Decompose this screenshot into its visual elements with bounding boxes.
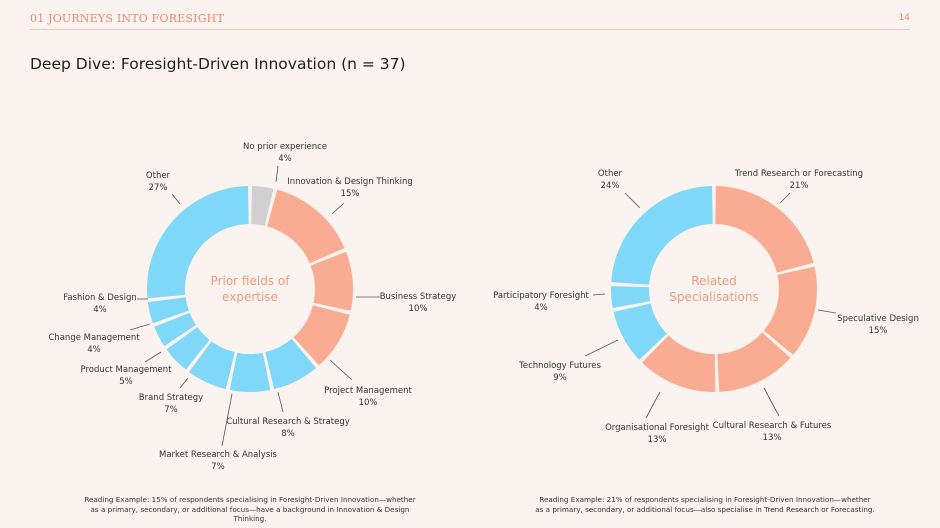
slice-percent: 8% bbox=[281, 429, 295, 439]
slice-label: Technology Futures bbox=[518, 361, 601, 371]
header-divider bbox=[30, 29, 910, 30]
section-label: 01 JOURNEYS INTO FORESIGHT bbox=[30, 12, 225, 25]
donut-chart-1: No prior experience 4% Innovation & Design… bbox=[48, 142, 456, 472]
leader-line bbox=[275, 165, 279, 183]
donut-center-label: expertise bbox=[222, 290, 278, 304]
leader-line bbox=[179, 377, 189, 389]
page-header: 01 JOURNEYS INTO FORESIGHT 14 bbox=[0, 0, 940, 30]
slice-label: Innovation & Design Thinking bbox=[287, 177, 412, 187]
page-title: Deep Dive: Foresight-Driven Innovation (… bbox=[30, 55, 406, 73]
slice-percent: 9% bbox=[553, 373, 567, 383]
leader-line bbox=[171, 193, 181, 205]
leader-line bbox=[129, 323, 151, 331]
leader-line bbox=[221, 393, 233, 447]
slice-label: Other bbox=[598, 169, 623, 179]
slice-label: Project Management bbox=[324, 386, 412, 396]
leader-line bbox=[584, 339, 619, 357]
donut-slice bbox=[293, 305, 350, 366]
slice-label: Speculative Design bbox=[837, 314, 919, 324]
slice-percent: 10% bbox=[359, 398, 378, 408]
leader-line bbox=[645, 391, 661, 419]
donut-slice bbox=[267, 189, 345, 264]
leader-line bbox=[763, 387, 780, 417]
reading-example-left: Reading Example: 15% of respondents spec… bbox=[84, 495, 416, 524]
donut-slice bbox=[611, 286, 651, 309]
slice-percent: 15% bbox=[341, 189, 360, 199]
donut-slice bbox=[763, 266, 817, 355]
slice-label: Trend Research or Forecasting bbox=[734, 169, 863, 179]
donut-chart-2: Trend Research or Forecasting 21% Speculat… bbox=[493, 169, 919, 445]
slice-percent: 27% bbox=[149, 183, 168, 193]
donut-slice bbox=[715, 186, 814, 273]
slice-percent: 7% bbox=[211, 462, 225, 472]
leader-line bbox=[592, 293, 606, 296]
slice-label: Change Management bbox=[48, 333, 140, 343]
slice-percent: 10% bbox=[409, 304, 428, 314]
slice-percent: 5% bbox=[119, 377, 133, 387]
slice-percent: 13% bbox=[648, 435, 667, 445]
slice-label: Organisational Foresight bbox=[605, 423, 709, 433]
slice-percent: 15% bbox=[869, 326, 888, 336]
donut-slice bbox=[611, 186, 713, 285]
slice-label: Brand Strategy bbox=[139, 393, 203, 403]
donut-slice bbox=[147, 297, 189, 324]
slice-percent: 7% bbox=[164, 405, 178, 415]
donut-slice bbox=[717, 332, 791, 392]
donut-slice bbox=[229, 352, 271, 392]
donut-slice bbox=[310, 251, 353, 311]
slice-label: Participatory Foresight bbox=[493, 291, 589, 301]
slice-label: Cultural Research & Strategy bbox=[226, 417, 350, 427]
donut-slice bbox=[251, 186, 274, 226]
donut-slice bbox=[265, 338, 317, 390]
leader-line bbox=[817, 309, 837, 314]
slice-label: No prior experience bbox=[243, 142, 327, 152]
slice-label: Business Strategy bbox=[380, 292, 457, 302]
donut-center-label: Related bbox=[691, 274, 737, 288]
donut-center-label: Specialisations bbox=[669, 290, 758, 304]
slice-percent: 13% bbox=[763, 433, 782, 443]
slice-label: Fashion & Design bbox=[63, 293, 136, 303]
donut-slice bbox=[147, 186, 249, 299]
leader-line bbox=[277, 391, 284, 413]
slice-percent: 4% bbox=[93, 305, 107, 315]
slice-label: Market Research & Analysis bbox=[159, 450, 278, 460]
donut-slice bbox=[154, 312, 196, 347]
leader-line bbox=[144, 351, 162, 363]
donut-slice bbox=[188, 341, 235, 390]
slice-percent: 24% bbox=[601, 181, 620, 191]
slice-label: Cultural Research & Futures bbox=[713, 421, 832, 431]
slice-percent: 4% bbox=[278, 154, 292, 164]
leader-line bbox=[779, 192, 791, 204]
donut-slice bbox=[166, 327, 210, 370]
leader-line bbox=[331, 202, 345, 215]
donut-slice bbox=[641, 335, 716, 392]
slice-label: Other bbox=[146, 171, 171, 181]
page-number: 14 bbox=[898, 13, 910, 23]
leader-line bbox=[329, 359, 353, 381]
slice-percent: 4% bbox=[534, 303, 548, 313]
slice-label: Product Management bbox=[81, 365, 173, 375]
leader-line bbox=[624, 192, 641, 209]
slice-percent: 21% bbox=[790, 181, 809, 191]
donut-slice bbox=[613, 303, 667, 360]
reading-example-right: Reading Example: 21% of respondents spec… bbox=[535, 495, 875, 514]
slice-percent: 4% bbox=[87, 345, 101, 355]
donut-center-label: Prior fields of bbox=[211, 274, 291, 288]
